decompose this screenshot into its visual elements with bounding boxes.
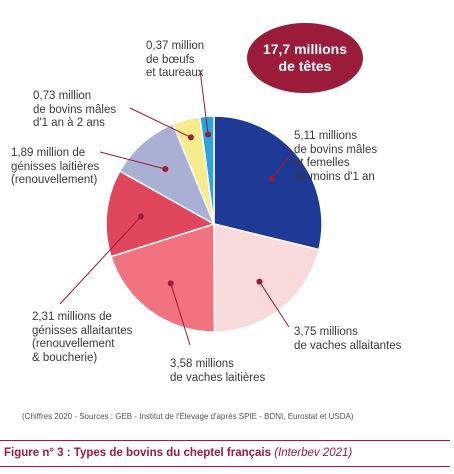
pie-slice-genisses-allaitantes [105,170,216,258]
pie-slice-genisses-laitieres [118,123,216,226]
leader-line-vaches-allaitantes [259,281,290,328]
leader-line-vaches-laitieres [170,283,191,346]
slice-label-genisses-allaitantes: 2,31 millions de génisses allaitantes (r… [32,311,133,364]
slice-label-vaches-allaitantes: 3,75 millions de vaches allaitantes [294,326,402,352]
leader-dot-boeufs-taureaux [205,131,212,138]
leader-dot-genisses-laitieres [162,165,169,172]
pie-slice-vaches-allaitantes [213,223,320,333]
figure-caption: Figure n° 3 : Types de bovins du cheptel… [0,440,450,467]
leader-line-genisses-allaitantes [59,216,142,305]
total-badge: 17,7 millions de têtes [247,23,363,93]
leader-line-bovins-moins-1an [271,152,293,179]
pie-slice-boeufs-taureaux [199,115,215,225]
slice-label-vaches-laitieres: 3,58 millions de vaches laitières [170,358,266,384]
slice-label-genisses-laitieres: 1,89 million de génisses laitières (reno… [11,147,100,186]
pie-slice-bovins-moins-1an [213,115,323,251]
slice-label-males-1-2ans: 0,73 million de bovins mâles d'1 an à 2 … [33,90,117,129]
caption-citation: (Interbev 2021) [274,447,353,459]
slice-label-boeufs-taureaux: 0,37 million de bœufs et taureaux [146,40,205,79]
leader-line-boeufs-taureaux [199,69,209,135]
leader-line-males-1-2ans [129,107,192,138]
leader-dot-vaches-laitieres [167,280,174,287]
leader-dot-bovins-moins-1an [268,175,275,182]
source-note: (Chiffres 2020 - Sources : GEB - Institu… [22,412,354,421]
leader-dot-genisses-allaitantes [137,213,144,220]
caption-title: Figure n° 3 : Types de bovins du cheptel… [4,447,272,459]
pie-slice-vaches-laitieres [110,222,216,333]
leader-line-genisses-laitieres [99,151,166,170]
leader-dot-males-1-2ans [187,134,194,141]
leader-dot-vaches-allaitantes [256,278,263,285]
slice-label-bovins-moins-1an: 5,11 millions de bovins mâles et femelle… [294,130,378,183]
